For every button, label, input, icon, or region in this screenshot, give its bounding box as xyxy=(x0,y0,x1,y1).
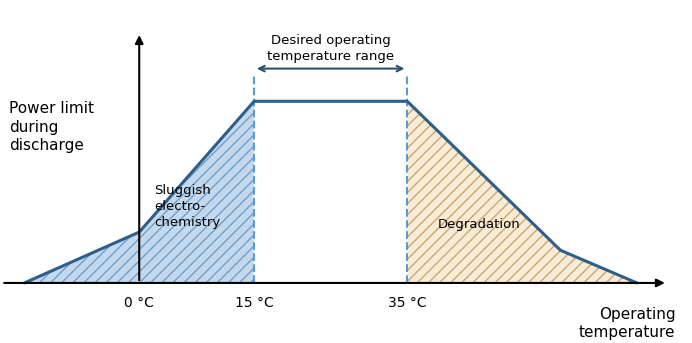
Text: Operating
temperature: Operating temperature xyxy=(579,307,675,340)
Polygon shape xyxy=(24,102,254,283)
Text: Degradation: Degradation xyxy=(438,218,520,231)
Text: 35 °C: 35 °C xyxy=(388,296,426,310)
Text: Desired operating
temperature range: Desired operating temperature range xyxy=(267,34,394,63)
Text: 0 °C: 0 °C xyxy=(125,296,154,310)
Text: Sluggish
electro-
chemistry: Sluggish electro- chemistry xyxy=(154,184,221,229)
Text: 15 °C: 15 °C xyxy=(235,296,273,310)
Polygon shape xyxy=(408,102,637,283)
Text: Power limit
during
discharge: Power limit during discharge xyxy=(9,101,94,154)
